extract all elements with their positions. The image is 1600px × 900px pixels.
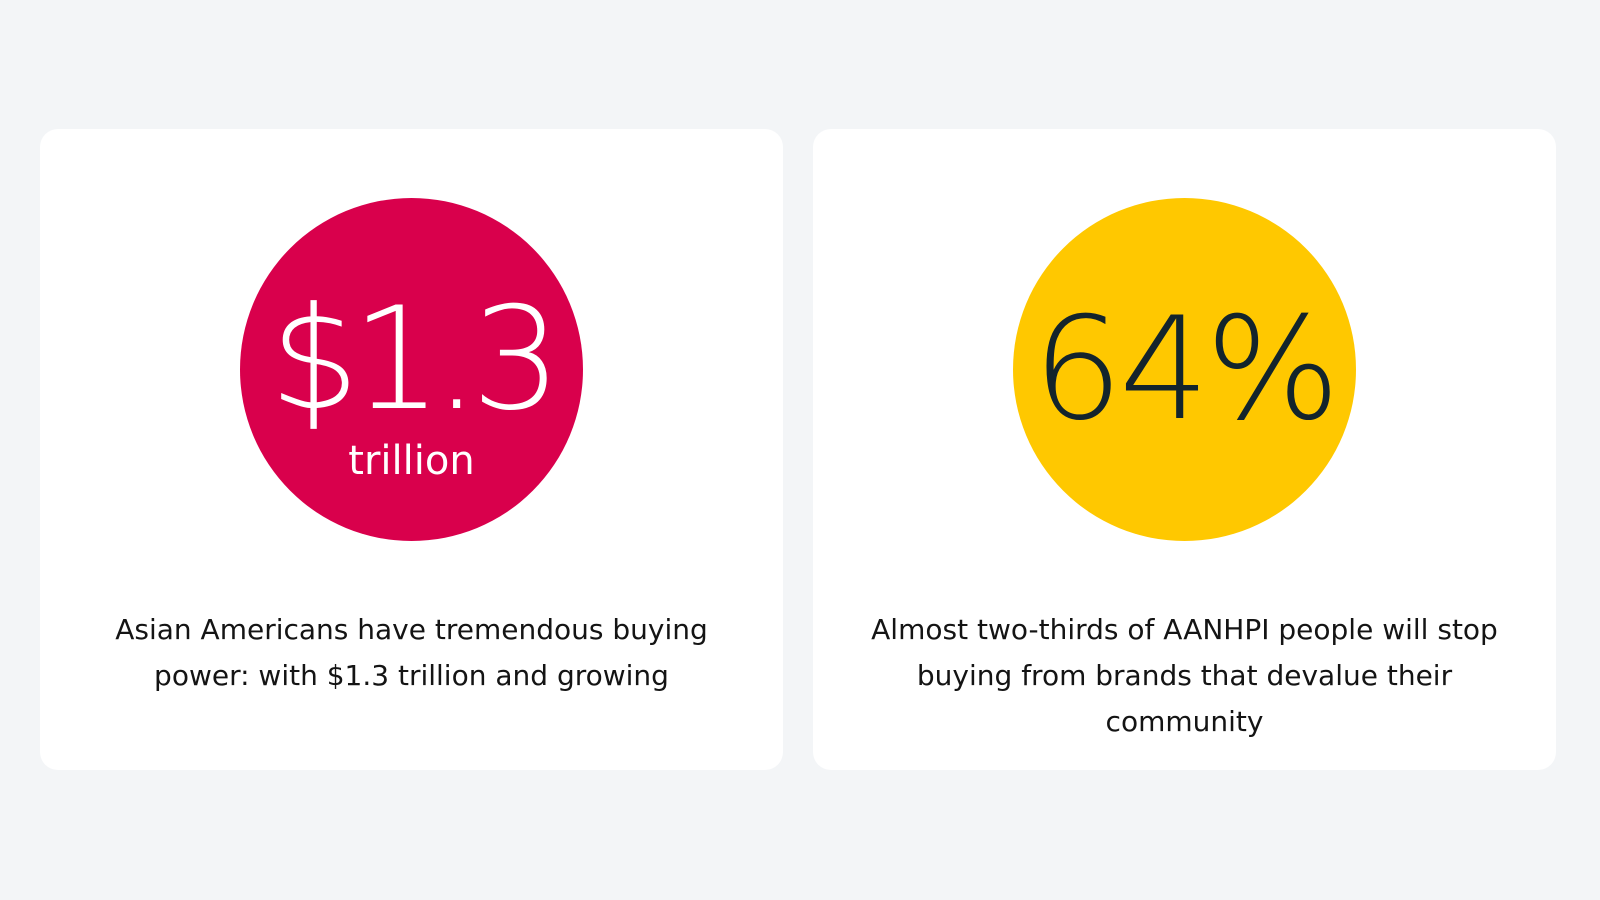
stat-value: 64% (1032, 286, 1341, 452)
stat-card-buying-power: $1.3 trillion Asian Americans have treme… (40, 129, 783, 770)
stat-circle-yellow: 64% (1013, 198, 1356, 541)
stat-circle-red: $1.3 trillion (240, 198, 583, 541)
stat-value: $1.3 (269, 276, 561, 442)
stat-caption: Asian Americans have tremendous buying p… (115, 613, 708, 692)
stat-card-brand-loyalty: 64% Almost two-thirds of AANHPI people w… (813, 129, 1556, 770)
stat-caption: Almost two-thirds of AANHPI people will … (871, 613, 1498, 738)
stat-unit: trillion (348, 437, 475, 484)
